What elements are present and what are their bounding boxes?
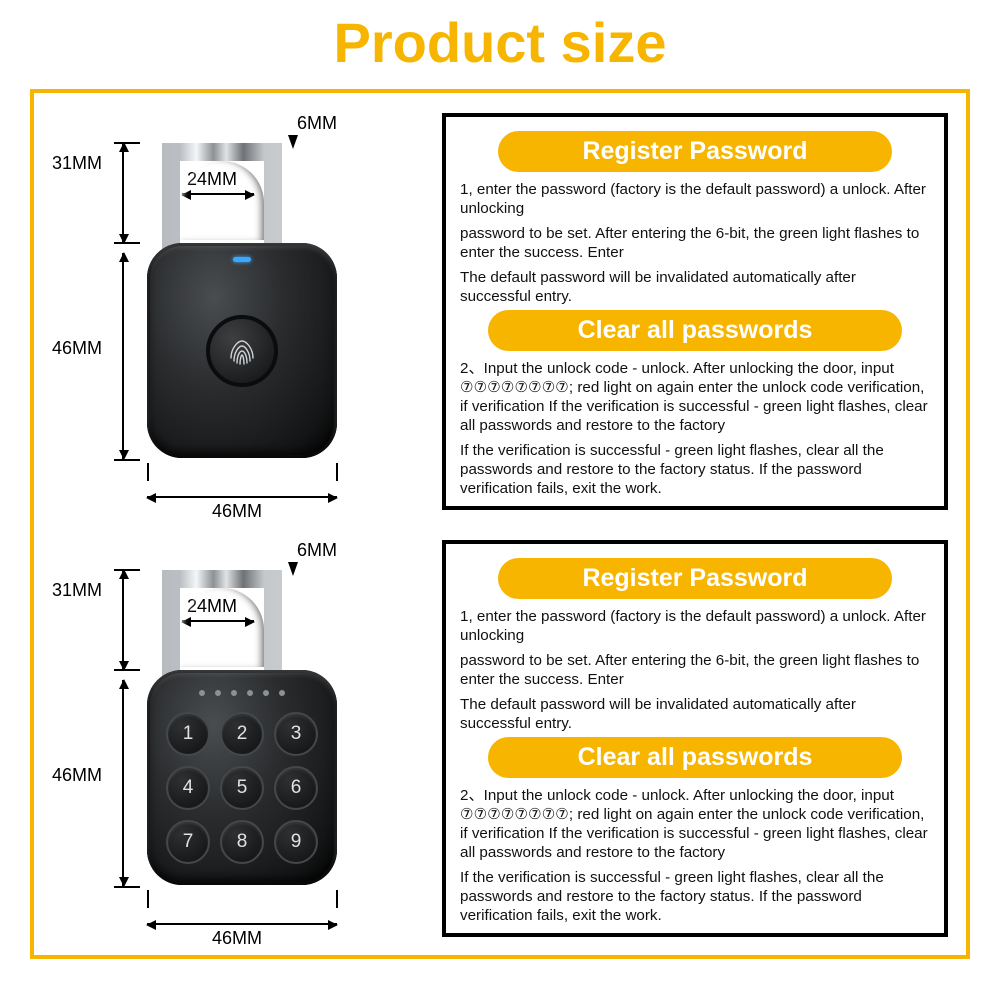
page-title: Product size [30,10,970,75]
dim-tick [114,569,140,571]
row-keypad: 31MM 46MM 24MM 6MM 46MM [52,540,948,937]
dim-body-height: 46MM [52,765,102,786]
dim-tick [147,890,149,908]
key-6[interactable]: 6 [274,766,318,810]
dim-line-31 [122,143,124,243]
dim-tick [336,463,338,481]
instruction-text: 1, enter the password (factory is the de… [460,180,930,218]
dim-body-width: 46MM [212,928,262,949]
dim-line-31 [122,570,124,670]
instruction-text: 2、Input the unlock code - unlock. After … [460,359,930,435]
instruction-text: If the verification is successful - gree… [460,868,930,925]
outer-frame: 31MM 46MM 24MM 6MM 46MM [30,89,970,959]
key-9[interactable]: 9 [274,820,318,864]
fingerprint-icon [222,331,262,371]
key-2[interactable]: 2 [220,712,264,756]
dim-line-46h [147,496,337,498]
dim-line-46h [147,923,337,925]
instructions-panel-1: Register Password 1, enter the password … [442,113,948,510]
lock-body [147,243,337,458]
dim-tick [114,242,140,244]
register-password-heading: Register Password [498,558,893,599]
dim-tick [114,669,140,671]
dim-thickness: 6MM [297,113,337,134]
dim-body-height: 46MM [52,338,102,359]
dim-shackle-height: 31MM [52,153,102,174]
register-password-heading: Register Password [498,131,893,172]
dim-thickness: 6MM [297,540,337,561]
shackle [162,143,282,258]
key-1[interactable]: 1 [166,712,210,756]
numeric-keypad: 1 2 3 4 5 6 7 8 9 [166,712,318,864]
diagram-fingerprint-lock: 31MM 46MM 24MM 6MM 46MM [52,113,412,508]
padlock-keypad: 1 2 3 4 5 6 7 8 9 [147,570,337,885]
instruction-text: password to be set. After entering the 6… [460,224,930,262]
dim-tick [114,459,140,461]
key-4[interactable]: 4 [166,766,210,810]
dim-shackle-height: 31MM [52,580,102,601]
row-fingerprint: 31MM 46MM 24MM 6MM 46MM [52,113,948,510]
clear-passwords-heading: Clear all passwords [488,737,902,778]
instruction-text: If the verification is successful - gree… [460,441,930,498]
instruction-text: password to be set. After entering the 6… [460,651,930,689]
padlock-fingerprint [147,143,337,458]
dim-tick [336,890,338,908]
instruction-text: The default password will be invalidated… [460,695,930,733]
diagram-keypad-lock: 31MM 46MM 24MM 6MM 46MM [52,540,412,935]
dim-line-46v [122,680,124,886]
key-8[interactable]: 8 [220,820,264,864]
key-5[interactable]: 5 [220,766,264,810]
instructions-panel-2: Register Password 1, enter the password … [442,540,948,937]
key-3[interactable]: 3 [274,712,318,756]
clear-passwords-heading: Clear all passwords [488,310,902,351]
led-indicator [233,257,251,262]
code-indicator-dots [199,690,285,696]
dim-tick [114,142,140,144]
dim-line-46v [122,253,124,459]
instruction-text: The default password will be invalidated… [460,268,930,306]
dim-body-width: 46MM [212,501,262,522]
fingerprint-sensor [206,315,278,387]
shackle [162,570,282,685]
dim-tick [114,886,140,888]
lock-body: 1 2 3 4 5 6 7 8 9 [147,670,337,885]
dim-tick [147,463,149,481]
instruction-text: 1, enter the password (factory is the de… [460,607,930,645]
instruction-text: 2、Input the unlock code - unlock. After … [460,786,930,862]
key-7[interactable]: 7 [166,820,210,864]
